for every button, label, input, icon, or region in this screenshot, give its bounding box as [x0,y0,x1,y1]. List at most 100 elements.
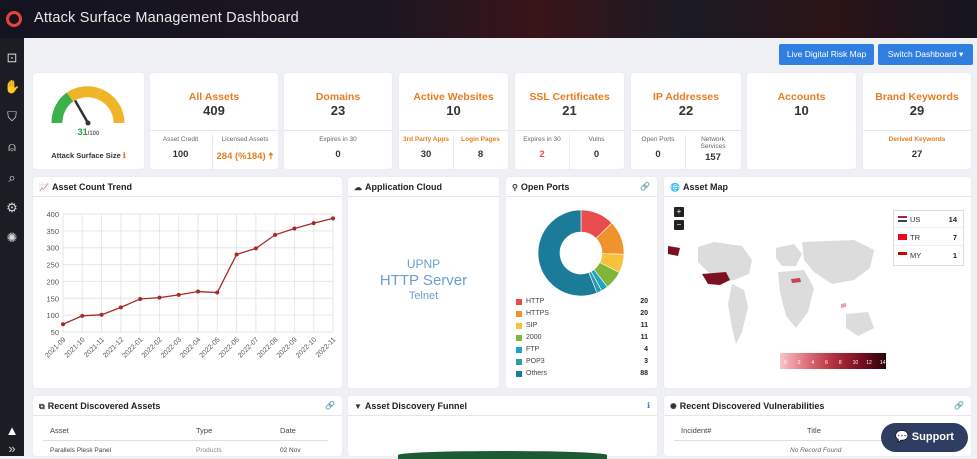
map-color-scale: 0 2 4 6 8 10 12 14 [780,353,886,369]
panel-title: Asset Discovery Funnel [364,401,467,411]
trend-data-point[interactable] [138,296,143,301]
trend-data-point[interactable] [176,292,181,297]
column-header[interactable]: Incident# [681,426,712,435]
legend-item[interactable]: HTTPS 20 [516,310,648,320]
link-icon[interactable]: 🔗 [640,182,650,191]
sidebar: ⊡ ✋ ⛉ ⍝ ⌕ ⚙ ✺ ▲ » [0,38,24,456]
switch-dashboard-button[interactable]: Switch Dashboard ▾ [878,44,973,65]
kpi-accounts[interactable]: Accounts 10 [747,73,856,169]
trend-data-point[interactable] [157,295,162,300]
column-header[interactable]: Date [280,426,296,435]
trend-data-point[interactable] [196,289,200,294]
map-country-row[interactable]: TR 7 [894,229,963,246]
table-cell[interactable]: Parallels Plesk Panel [50,447,112,454]
gears-icon[interactable]: ⚙ [6,200,18,215]
legend-swatch [516,371,522,377]
kpi-sub-third-party-apps[interactable]: 3rd Party Apps 30 [399,136,453,160]
kpi-value: 23 [330,103,346,118]
divider [631,130,741,131]
scan-icon[interactable]: ⊡ [6,50,18,65]
trend-data-point[interactable] [80,313,85,318]
column-header[interactable]: Title [807,426,821,435]
kpi-sub-login-pages[interactable]: Login Pages 8 [453,136,508,160]
legend-item[interactable]: HTTP 20 [516,298,648,308]
bug-icon[interactable]: ✺ [6,230,18,245]
link-icon[interactable]: 🔗 [954,401,964,410]
gauge-label: Attack Surface Size [51,151,121,160]
trend-data-point[interactable] [234,252,239,257]
kpi-title: IP Addresses [653,91,719,103]
trend-data-point[interactable] [331,216,335,221]
hand-icon[interactable]: ✋ [4,79,21,94]
divider [284,130,392,131]
trend-data-point[interactable] [118,305,123,310]
kpi-ip-addresses[interactable]: IP Addresses 22 Open Ports 0 Network Serv… [631,73,741,169]
zoom-in-button[interactable]: + [674,207,684,217]
kpi-sub-derived-keywords[interactable]: Derived Keywords 27 [863,136,971,160]
kpi-title: All Assets [188,91,240,103]
divider [515,130,624,131]
cloud-word[interactable]: Telnet [408,290,439,302]
top-bar: Attack Surface Management Dashboard [0,0,977,38]
donut-slice[interactable] [537,209,598,297]
scale-tick-label: 0 [784,360,787,366]
warning-icon[interactable]: ▲ [5,423,19,438]
kpi-title: Domains [315,91,361,103]
column-header[interactable]: Asset [50,426,69,435]
legend-swatch [516,311,522,317]
legend-item[interactable]: POP3 3 [516,358,648,368]
panel-title: Open Ports [520,182,570,192]
country-my[interactable] [841,303,846,308]
info-icon[interactable]: ℹ [646,401,650,410]
trend-data-point[interactable] [311,221,316,226]
zoom-out-button[interactable]: − [674,220,684,230]
expand-icon[interactable]: » [8,441,16,456]
globe-icon: 🌐 [670,183,680,192]
y-tick-label: 100 [46,311,59,320]
asset-discovery-funnel-panel: ▼ Asset Discovery Funnel ℹ [348,396,657,459]
trend-data-point[interactable] [215,290,220,295]
legend-swatch [516,335,522,341]
gauge-value-wrap: 31/100 [33,127,144,137]
trend-data-point[interactable] [61,322,65,327]
link-icon[interactable]: 🔗 [325,401,335,410]
live-risk-map-button[interactable]: Live Digital Risk Map [779,44,874,65]
cloud-word[interactable]: UPNP [406,257,441,271]
world-map[interactable] [664,232,894,382]
sub-value: 157 [705,152,721,163]
search-icon[interactable]: ⌕ [8,170,16,185]
kpi-domains[interactable]: Domains 23 Expires in 30 0 [284,73,392,169]
legend-item[interactable]: FTP 4 [516,346,648,356]
kpi-all-assets[interactable]: All Assets 409 Asset Credit 100 Licensed … [150,73,278,169]
alert-bell-icon[interactable]: ⍝ [8,139,16,154]
cloud-word[interactable]: HTTP Server [379,272,468,289]
trend-data-point[interactable] [273,232,278,237]
trend-data-point[interactable] [292,226,297,231]
sub-value: 284 (%184) 🠅 [216,151,274,162]
kpi-brand-keywords[interactable]: Brand Keywords 29 Derived Keywords 27 [863,73,971,169]
map-country-row[interactable]: MY 1 [894,247,963,264]
legend-item[interactable]: SIP 11 [516,322,648,332]
trend-data-point[interactable] [99,312,104,317]
legend-value: 4 [644,346,648,353]
sub-label: Login Pages [461,136,500,143]
info-icon[interactable]: ℹ [122,151,126,160]
divider [348,415,657,416]
kpi-title: Active Websites [413,91,494,103]
support-button[interactable]: 💬 Support [881,423,968,452]
kpi-ssl-certificates[interactable]: SSL Certificates 21 Expires in 30 2 Vulns… [515,73,624,169]
column-header[interactable]: Type [196,426,213,435]
legend-item[interactable]: Others 88 [516,370,648,380]
sub-label: Expires in 30 [523,136,561,143]
map-country-row[interactable]: US 14 [894,211,963,228]
trend-data-point[interactable] [253,246,258,251]
country-tr[interactable] [791,278,801,283]
kpi-active-websites[interactable]: Active Websites 10 3rd Party Apps 30 Logi… [399,73,508,169]
divider [399,130,508,131]
legend-item[interactable]: 2000 11 [516,334,648,344]
country-us[interactable] [702,272,730,285]
shield-icon[interactable]: ⛉ [7,109,17,124]
country-us-alaska[interactable] [668,246,680,256]
divider [674,440,957,441]
chat-icon: 💬 [895,431,909,443]
